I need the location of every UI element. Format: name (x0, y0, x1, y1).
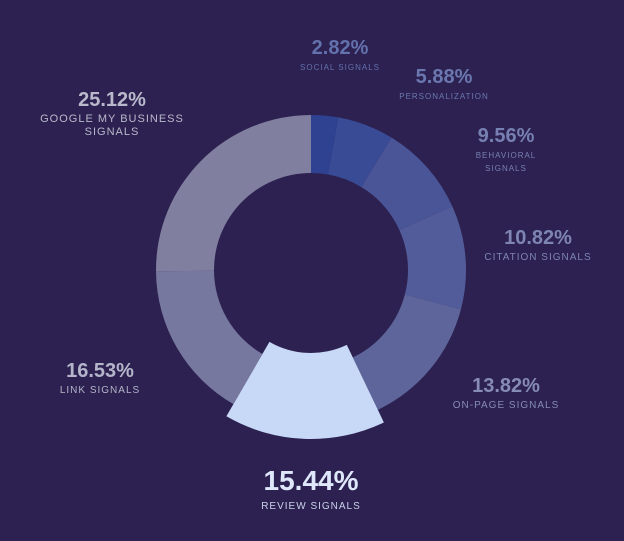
value-label: 25.12% (78, 89, 146, 111)
category-label: REVIEW SIGNALS (261, 501, 361, 512)
donut-segment (352, 294, 461, 410)
value-label: 13.82% (472, 375, 540, 397)
category-label: CITATION SIGNALS (484, 252, 592, 263)
category-label: ON-PAGE SIGNALS (452, 400, 560, 411)
donut-segment (361, 137, 453, 231)
value-label: 16.53% (66, 360, 134, 382)
value-label: 10.82% (504, 227, 572, 249)
category-label: GOOGLE MY BUSINESS SIGNALS (40, 113, 184, 138)
donut-segment (328, 117, 392, 188)
donut-segment (399, 206, 466, 310)
category-label: BEHAVIORAL SIGNALS (475, 151, 537, 173)
donut-segment (311, 115, 339, 175)
donut-segment (156, 270, 263, 405)
value-label: 9.56% (477, 125, 535, 147)
value-label: 15.44% (263, 465, 359, 496)
category-label: LINK SIGNALS (59, 385, 141, 396)
value-label: 5.88% (415, 66, 473, 88)
donut-segment (156, 115, 311, 272)
donut-segment (226, 341, 384, 439)
category-label: PERSONALIZATION (399, 92, 489, 101)
value-label: 2.82% (311, 37, 369, 59)
category-label: SOCIAL SIGNALS (300, 63, 380, 72)
